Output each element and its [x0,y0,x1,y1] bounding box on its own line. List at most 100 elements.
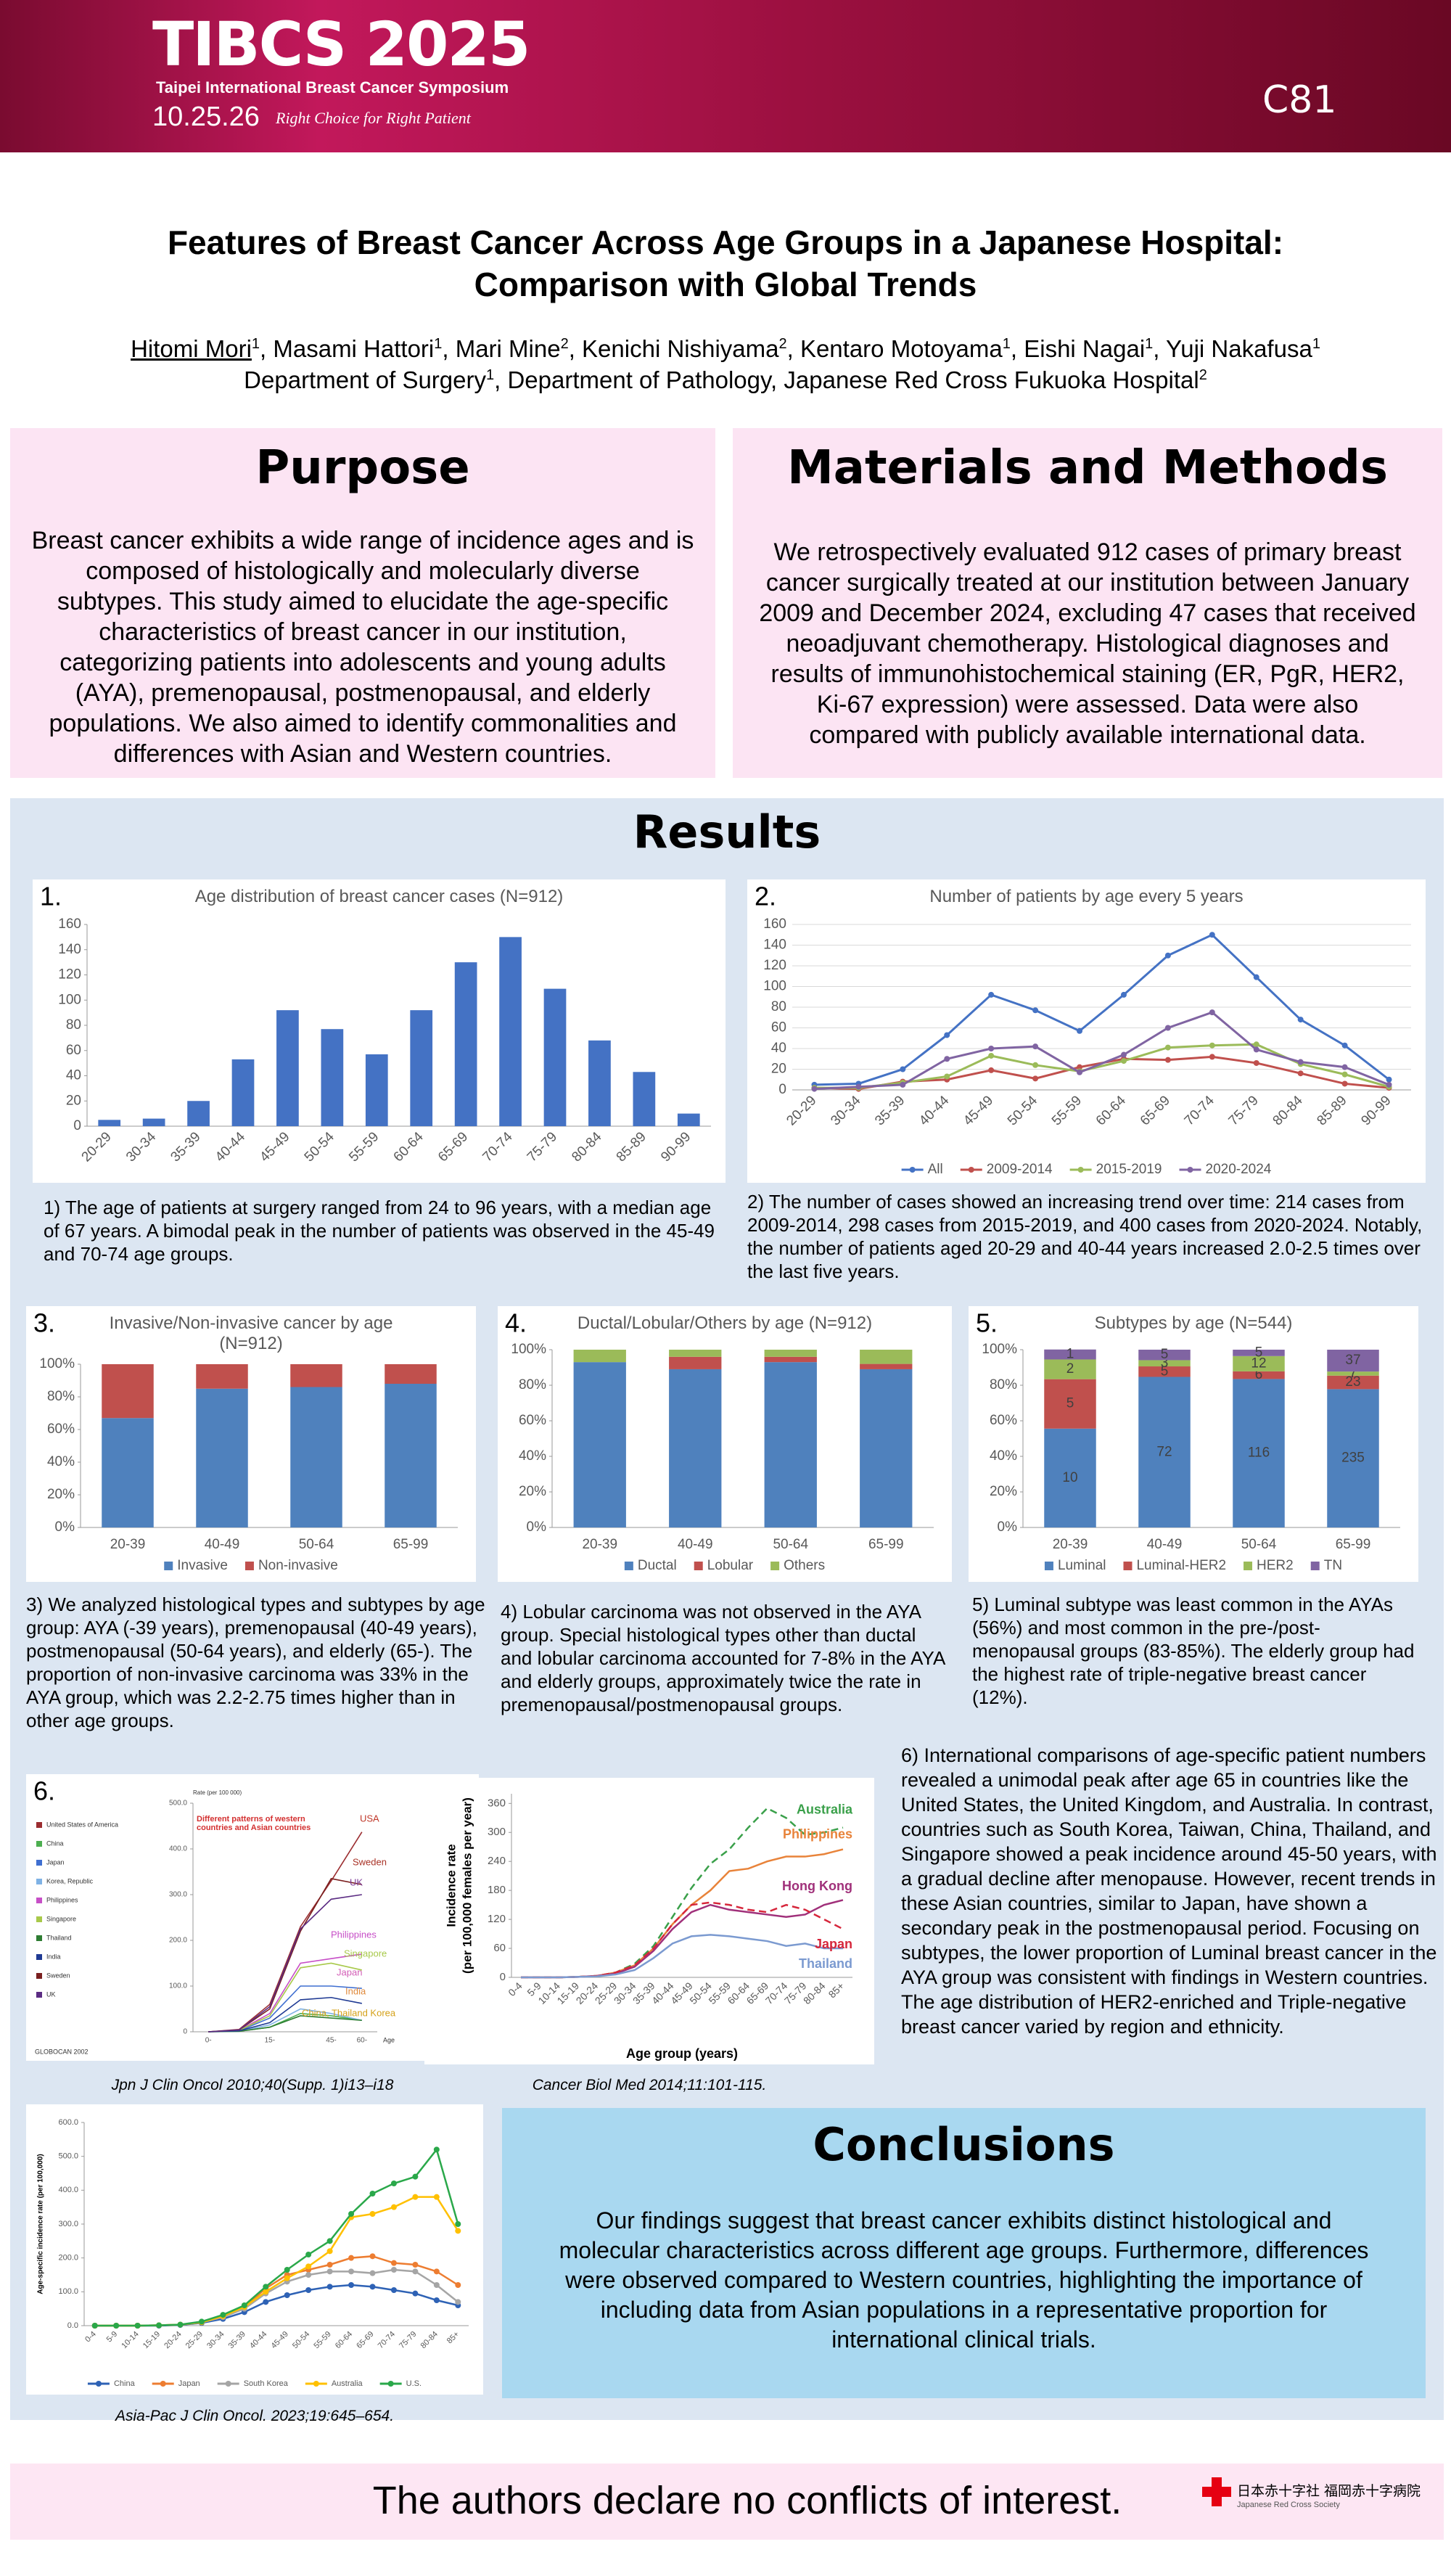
legend-label: Invasive [177,1558,228,1573]
legend-swatch [36,1992,42,1998]
bar [454,962,477,1126]
affiliation-mark: 1 [251,336,260,352]
bar-segment [860,1369,913,1527]
affiliation-mark: 1 [486,367,495,383]
bar-segment [1138,1360,1191,1367]
bar-segment [669,1369,722,1527]
marker [305,2252,312,2257]
line-label: Sweden [353,1856,387,1867]
y-tick-label: 0 [73,1118,81,1133]
marker [1209,932,1215,938]
x-tick-label: 65-99 [868,1537,904,1552]
line-label: Japan [337,1966,362,1977]
bar-segment [385,1384,437,1527]
affiliation-mark: 1 [434,336,443,352]
marker [1032,1007,1039,1014]
author-name: , Kentaro Motoyama [786,335,1003,362]
marker [1297,1070,1304,1077]
x-tick-label: 0- [205,2037,212,2045]
section-body: Breast cancer exhibits a wide range of i… [31,527,694,768]
bar-segment [385,1364,437,1384]
y-tick-label: 40 [66,1068,81,1083]
y-tick-label: 240 [488,1855,506,1867]
bar [410,1010,433,1126]
marker [412,2262,419,2268]
y-tick-label: 0 [183,2028,187,2036]
section-body: We retrospectively evaluated 912 cases o… [759,538,1416,749]
series-label: Thailand [799,1956,852,1971]
marker [369,2270,376,2276]
legend-swatch [36,1860,42,1866]
data-label: 37 [1345,1353,1360,1368]
logo-subtitle: Japanese Red Cross Society [1237,2501,1340,2509]
legend-marker [1187,1167,1193,1173]
affiliation-mark: 1 [1002,336,1011,352]
bar-segment [1138,1377,1191,1527]
citation: Asia-Pac J Clin Oncol. 2023;19:645–654. [115,2408,395,2424]
marker [1120,1058,1127,1065]
bar-segment [764,1362,817,1527]
bar-segment [1327,1375,1379,1390]
legend-label: 2020-2024 [1206,1162,1272,1177]
bar-segment [1233,1350,1285,1356]
legend-swatch [1123,1562,1133,1570]
x-tick-label: 20-39 [582,1537,617,1552]
marker [1253,1046,1259,1053]
data-label: 2 [1066,1361,1074,1377]
chart-background [26,2104,483,2395]
chart-background [33,879,726,1183]
line [208,1996,362,2033]
legend-label: Sweden [46,1972,70,1979]
legend-label: United States of America [46,1821,118,1828]
marker [1120,991,1127,998]
marker [811,1086,818,1092]
marker [91,2323,98,2329]
marker [326,2268,333,2275]
y-tick-label: 0 [778,1082,786,1097]
purpose-box: Purpose Breast cancer exhibits a wide ra… [10,428,715,778]
section-heading: Conclusions [813,2118,1115,2171]
legend-label: Australia [332,2379,363,2388]
figure-caption: 2) The number of cases showed an increas… [747,1191,1423,1282]
bar-segment [1044,1428,1096,1527]
legend-marker [968,1167,974,1173]
author-name: , Kenichi Nishiyama [568,335,779,362]
logo-subtitle: Taipei International Breast Cancer Sympo… [156,78,509,97]
marker [1032,1043,1039,1050]
series-label: Philippines [783,1826,852,1841]
marker [988,1046,995,1051]
affiliation: , Department of Pathology, Japanese Red … [494,366,1199,393]
x-tick-label: 20-39 [110,1537,146,1552]
y-tick-label: 40% [47,1454,75,1469]
legend-marker [95,2381,102,2387]
y-tick-label: 20% [990,1484,1017,1499]
legend-label: China [46,1839,64,1847]
y-tick-label: 200.0 [58,2254,78,2263]
marker [1077,1069,1083,1075]
chart-background [26,1774,479,2061]
y-tick-label: 40% [519,1448,546,1464]
chart-annotation: Different patterns of western countries … [197,1815,311,1832]
legend-label: Philippines [46,1896,78,1903]
y-tick-label: 80 [771,999,786,1014]
bar-segment [1327,1389,1379,1527]
marker [326,2284,333,2290]
legend: China Japan South Korea Australia U.S. [87,2379,422,2388]
y-tick-label: 160 [58,916,81,932]
legend-label: UK [46,1990,56,1998]
bar [588,1040,611,1126]
bar-segment [1138,1350,1191,1361]
series-label: Hong Kong [782,1879,852,1893]
title-line: Comparison with Global Trends [474,266,977,303]
x-axis-title: Age [383,2036,395,2043]
legend-marker [1077,1167,1084,1173]
bar-segment [860,1363,913,1369]
marker [1077,1027,1083,1034]
section-heading: Purpose [255,441,470,495]
data-label: 72 [1156,1444,1172,1459]
y-tick-label: 400.0 [169,1845,187,1853]
marker [369,2253,376,2260]
marker [944,1056,950,1062]
section-heading: Materials and Methods [787,441,1388,495]
author-name: , Mari Mine [442,335,561,362]
